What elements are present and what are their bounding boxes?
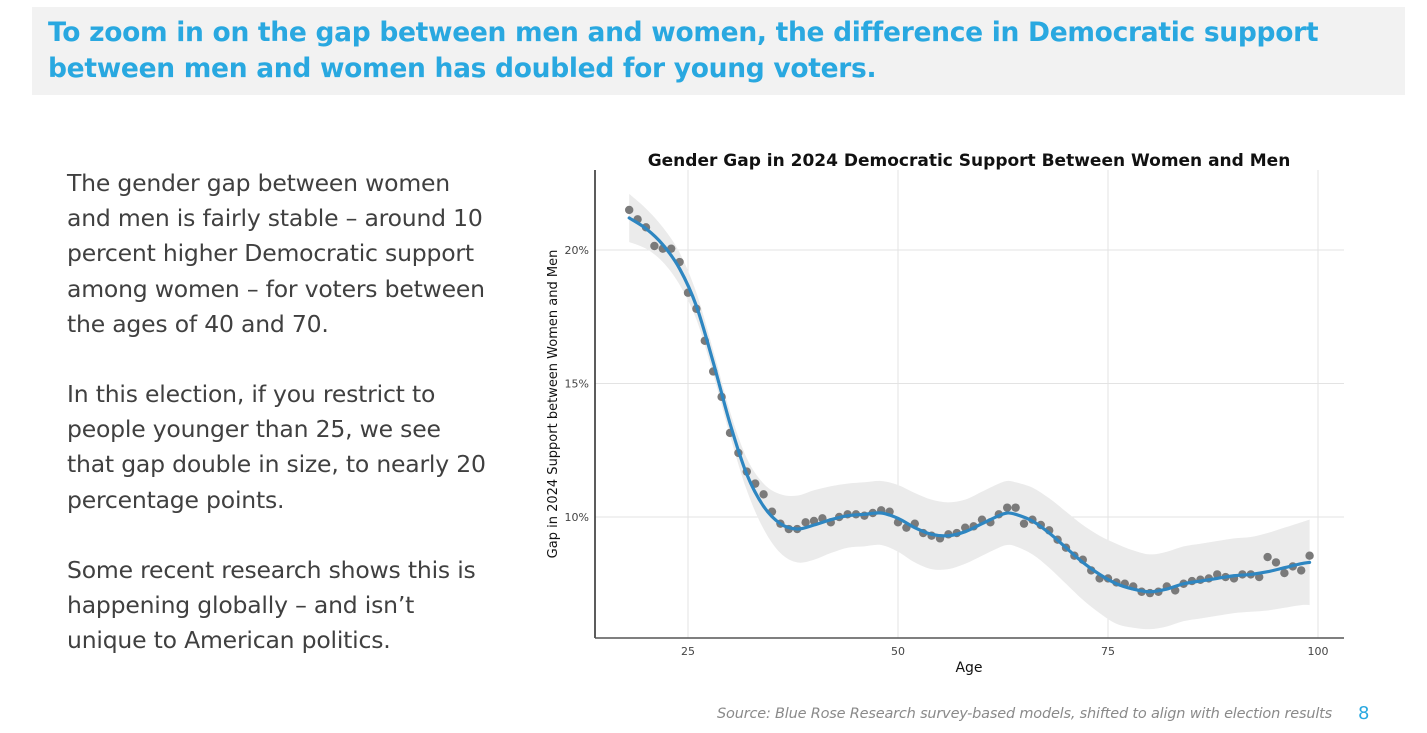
data-point	[1019, 519, 1029, 528]
body-paragraph-3: Some recent research shows this is happe…	[67, 555, 476, 655]
data-point	[650, 241, 659, 251]
data-point	[801, 518, 810, 527]
y-tick-label: 10%	[565, 511, 589, 524]
data-point	[1305, 551, 1314, 560]
data-point	[1280, 568, 1289, 578]
slide-headline: To zoom in on the gap between men and wo…	[48, 17, 1319, 84]
data-point	[1271, 558, 1281, 567]
data-point	[1297, 566, 1306, 575]
data-point	[1011, 503, 1020, 512]
y-tick-labels: 10% 15% 20%	[565, 244, 589, 524]
body-paragraph-1: The gender gap between women and men is …	[67, 169, 485, 338]
data-point	[759, 490, 768, 499]
headline-banner	[32, 7, 1405, 95]
chart-title: Gender Gap in 2024 Democratic Support Be…	[648, 151, 1291, 171]
x-tick-label: 75	[1101, 645, 1115, 658]
x-axis-title: Age	[955, 660, 982, 676]
body-paragraph-2: In this election, if you restrict to peo…	[67, 380, 486, 514]
y-axis-title: Gap in 2024 Support between Women and Me…	[546, 250, 561, 559]
body-text: The gender gap between women and men is …	[67, 166, 487, 693]
source-note: Source: Blue Rose Research survey-based …	[717, 706, 1332, 722]
data-point	[1263, 552, 1272, 562]
x-tick-labels: 25 50 75 100	[681, 645, 1329, 658]
data-point	[625, 205, 634, 215]
y-tick-label: 20%	[565, 244, 589, 257]
x-tick-label: 25	[681, 645, 695, 658]
x-tick-label: 50	[891, 645, 905, 658]
x-tick-label: 100	[1308, 645, 1329, 658]
data-point	[1003, 503, 1012, 512]
y-tick-label: 15%	[565, 378, 589, 391]
fit-line	[627, 216, 1312, 594]
confidence-band	[629, 193, 1310, 630]
page-number: 8	[1358, 703, 1370, 724]
